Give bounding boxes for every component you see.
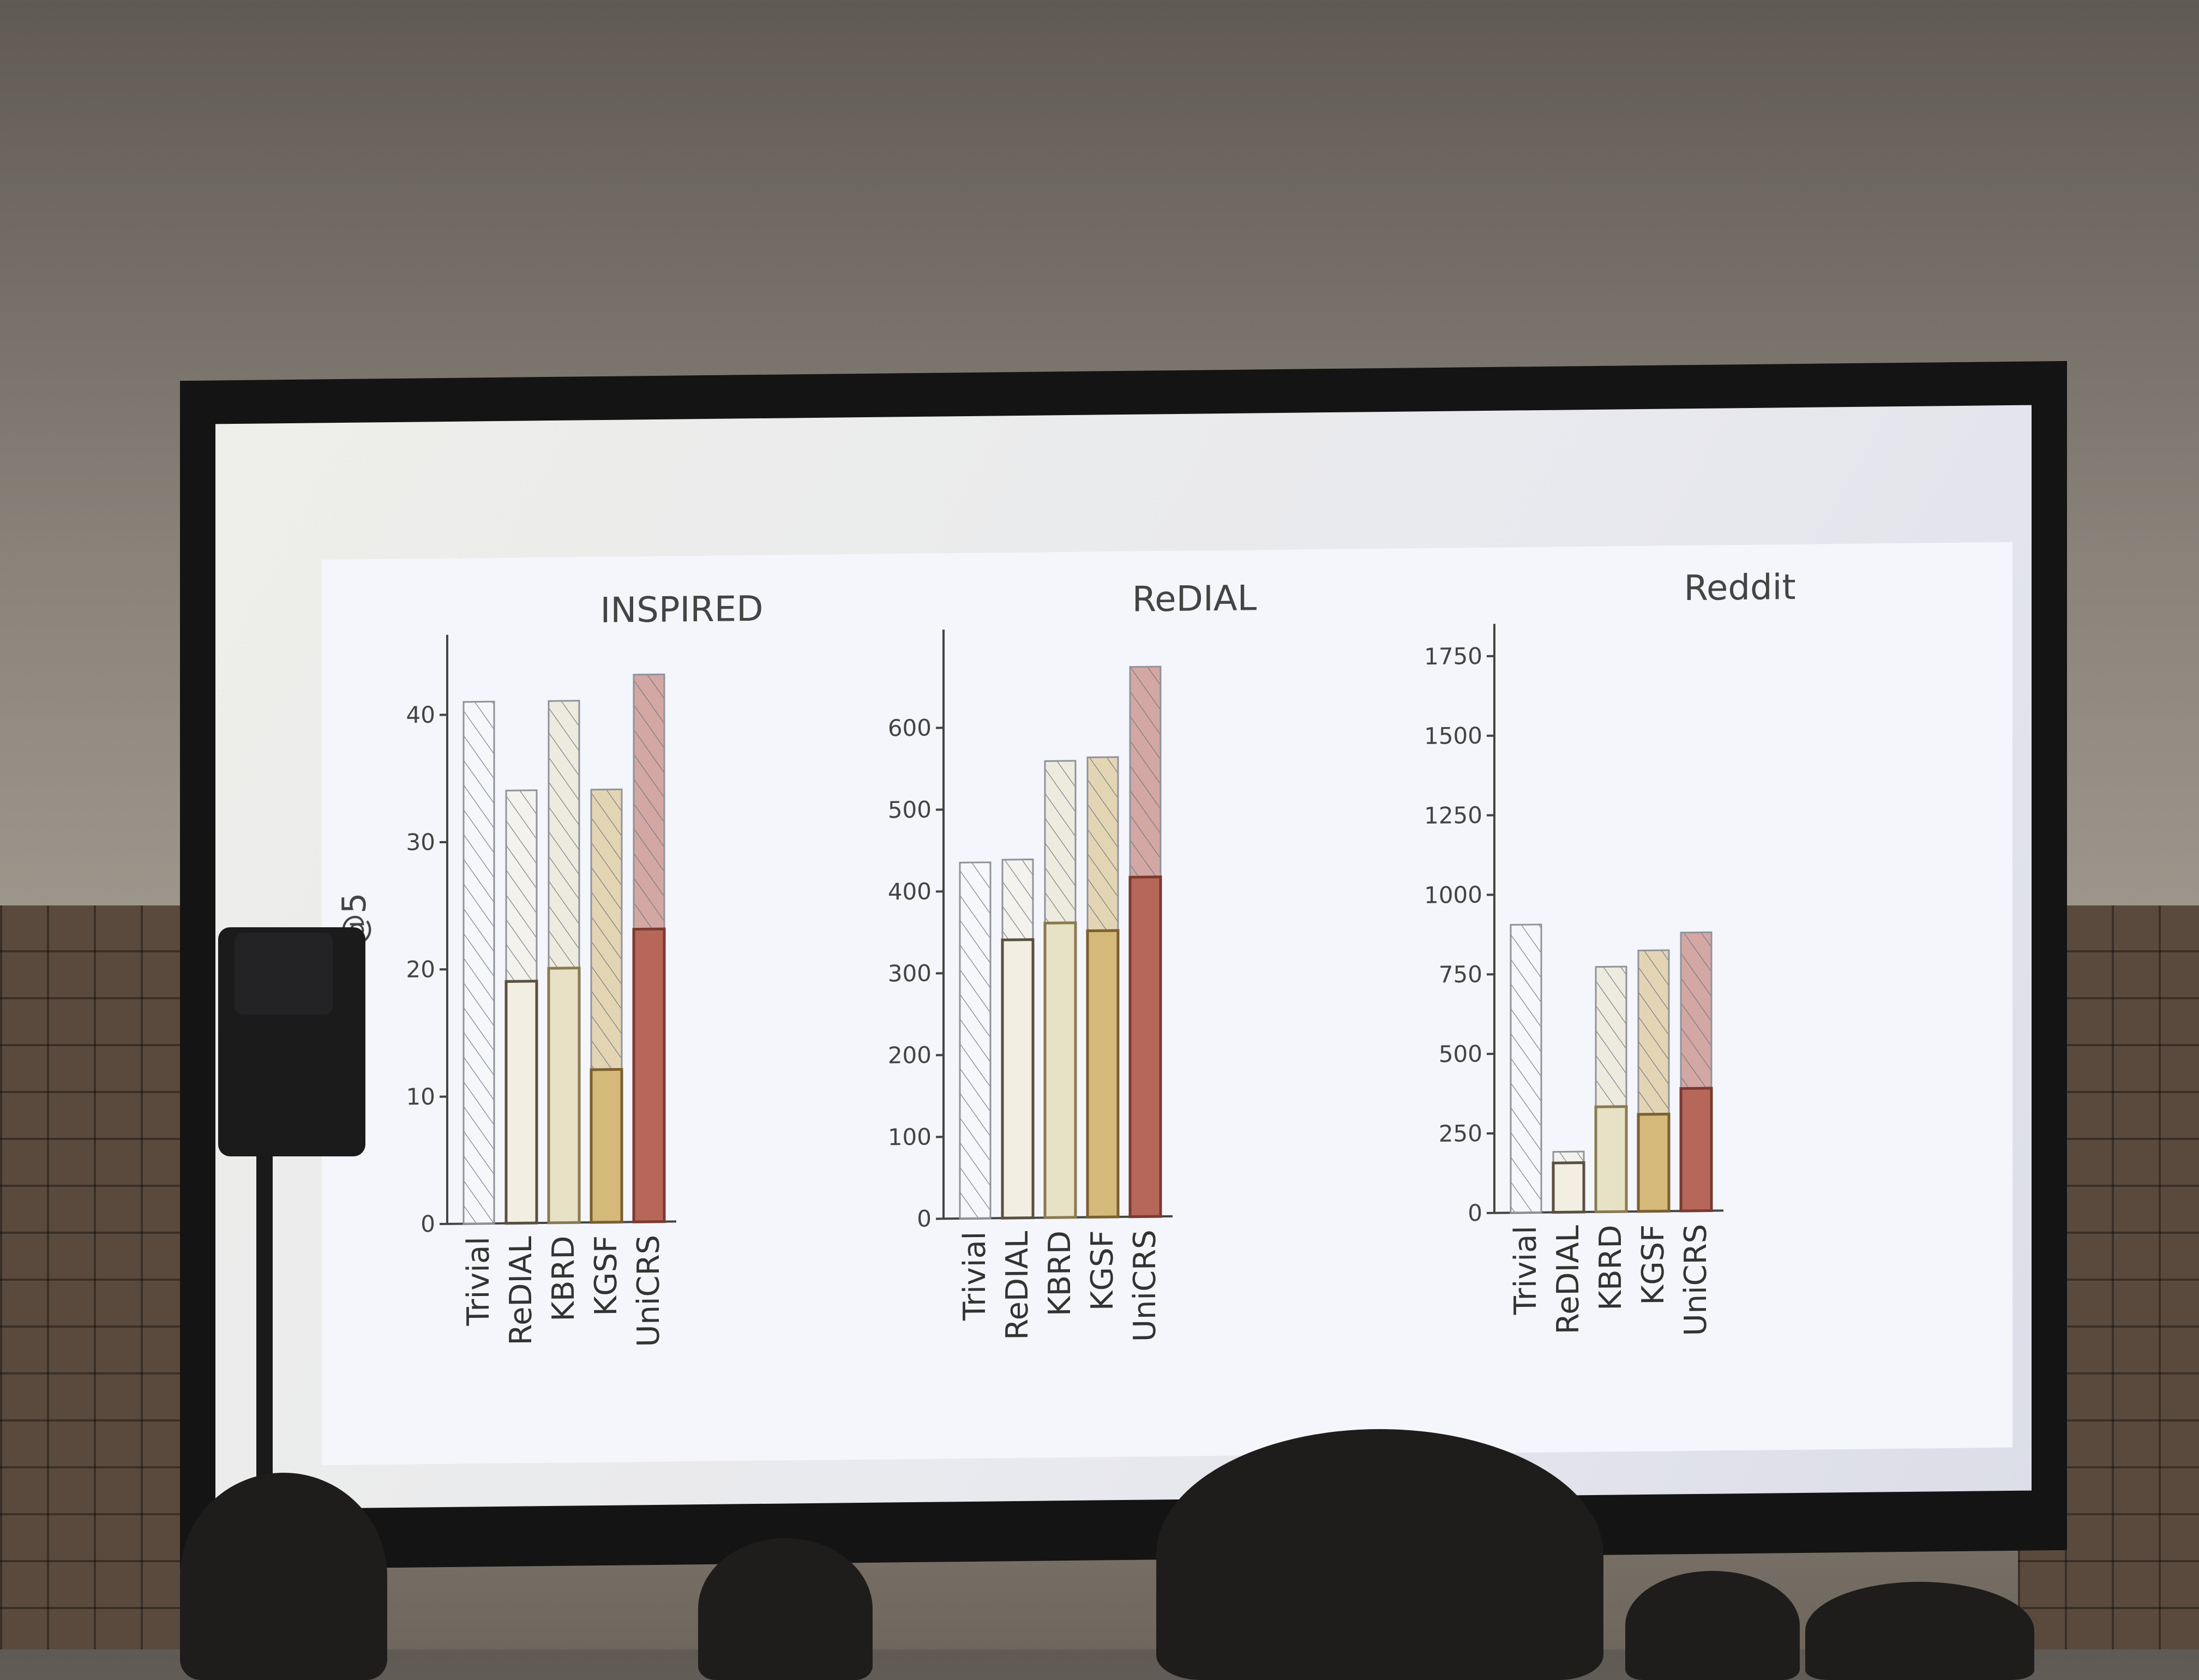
y-tick-label: 100 <box>888 1124 932 1151</box>
audience-heads <box>0 1429 2199 1649</box>
x-tick-label: KGSF <box>1636 1224 1671 1305</box>
y-tick-label: 40 <box>406 701 435 729</box>
x-tick-label: KBRD <box>1593 1225 1629 1311</box>
y-tick-label: 500 <box>888 796 932 824</box>
audience-head <box>1805 1582 2034 1680</box>
y-tick-label: 10 <box>406 1083 435 1111</box>
bar-total-trivial <box>960 862 990 1219</box>
bar-solid-kgsf <box>1088 931 1118 1217</box>
x-tick-label: Trivial <box>461 1237 496 1327</box>
y-tick-label: 20 <box>406 956 435 983</box>
y-tick-label: 30 <box>406 829 435 856</box>
y-tick-label: 0 <box>420 1210 435 1237</box>
bar-solid-redial <box>506 981 537 1223</box>
audience-head <box>1625 1571 1800 1680</box>
bar-solid-unicrs <box>1130 877 1161 1217</box>
bar-solid-kbrd <box>1045 923 1076 1218</box>
x-tick-label: KGSF <box>588 1235 624 1316</box>
x-tick-label: ReDIAL <box>1000 1231 1035 1341</box>
y-tick-label: 1250 <box>1424 802 1482 829</box>
slide: INSPIRED#HIT@5010203040TrivialReDIALKBRD… <box>322 542 2012 1465</box>
y-tick-label: 1750 <box>1424 643 1482 670</box>
x-tick-label: ReDIAL <box>503 1236 539 1346</box>
y-tick-label: 500 <box>1439 1040 1482 1067</box>
chart-panel-inspired: INSPIRED#HIT@5010203040TrivialReDIALKBRD… <box>335 589 764 1351</box>
bar-solid-unicrs <box>1681 1088 1711 1211</box>
camera-head <box>235 933 333 1015</box>
x-tick-label: Trivial <box>1508 1226 1543 1316</box>
x-tick-label: Trivial <box>957 1231 993 1321</box>
y-tick-label: 250 <box>1439 1120 1482 1147</box>
y-tick-label: 200 <box>888 1042 932 1069</box>
bar-solid-kgsf <box>1638 1114 1669 1211</box>
bar-total-trivial <box>464 701 494 1223</box>
chart-title: ReDIAL <box>1132 578 1257 620</box>
y-tick-label: 0 <box>1468 1199 1482 1226</box>
bar-solid-redial <box>1002 940 1033 1219</box>
audience-head <box>698 1538 873 1680</box>
y-tick-label: 1500 <box>1424 722 1482 749</box>
x-tick-label: ReDIAL <box>1551 1225 1586 1335</box>
x-tick-label: KBRD <box>546 1235 581 1322</box>
x-tick-label: KBRD <box>1042 1231 1078 1317</box>
x-tick-label: UniCRS <box>1127 1229 1163 1342</box>
bar-solid-kbrd <box>549 968 579 1223</box>
x-tick-label: KGSF <box>1085 1230 1120 1311</box>
chart-title: Reddit <box>1684 567 1795 609</box>
bar-solid-kgsf <box>591 1069 622 1222</box>
x-tick-label: UniCRS <box>631 1235 666 1347</box>
bar-solid-redial <box>1553 1163 1584 1213</box>
bar-solid-kbrd <box>1596 1107 1626 1212</box>
charts-svg: INSPIRED#HIT@5010203040TrivialReDIALKBRD… <box>322 542 2012 1465</box>
x-tick-label: UniCRS <box>1678 1224 1714 1336</box>
y-tick-label: 600 <box>888 715 932 742</box>
chart-title: INSPIRED <box>600 589 763 631</box>
audience-head <box>1156 1429 1603 1680</box>
bar-total-trivial <box>1511 925 1541 1213</box>
y-tick-label: 750 <box>1439 961 1482 988</box>
y-tick-label: 1000 <box>1424 881 1482 909</box>
bar-solid-unicrs <box>634 929 664 1222</box>
audience-head <box>180 1473 387 1680</box>
y-tick-label: 300 <box>888 960 932 987</box>
y-tick-label: 400 <box>888 878 932 905</box>
y-tick-label: 0 <box>917 1205 932 1232</box>
